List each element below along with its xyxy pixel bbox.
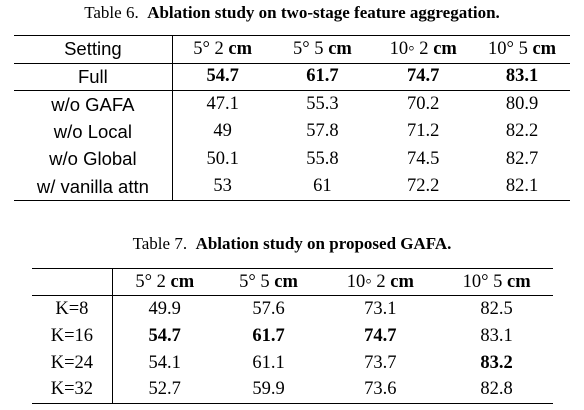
table6-cell: 57.8 <box>306 121 339 142</box>
table7-cell: 59.9 <box>252 379 285 400</box>
table7-cell: 83.1 <box>480 325 513 346</box>
table6-cell: 82.1 <box>505 176 539 196</box>
table6-row-setting: w/o Global <box>14 145 173 173</box>
table6-row-full: Full 54.7 61.7 74.7 83.1 <box>14 63 570 91</box>
table6-cell: 55.8 <box>306 148 339 169</box>
table7: 5° 2 cm 5° 5 cm 10◦ 2 cm 10° 5 cm K=8 49… <box>32 268 553 404</box>
table6-cell: 82.2 <box>505 121 539 142</box>
table6-cell: 50.1 <box>206 148 239 169</box>
table6-row-setting: w/ vanilla attn <box>14 173 173 201</box>
table6-cell: 74.7 <box>372 63 475 91</box>
table7-cell: 82.8 <box>480 379 513 400</box>
table7-cell: 73.1 <box>364 298 397 319</box>
table6-cell: 80.9 <box>505 94 539 114</box>
table6-label: Table 6. <box>84 3 139 22</box>
table7-header-row: 5° 2 cm 5° 5 cm 10◦ 2 cm 10° 5 cm <box>32 268 553 296</box>
table6-caption-text: Ablation study on two-stage feature aggr… <box>147 3 500 22</box>
table7-header-col3: 10◦ 2 cm <box>320 268 441 296</box>
table7-cell: 82.5 <box>480 298 513 319</box>
table7-row-setting: K=8 <box>32 295 113 323</box>
table7-cell: 74.7 <box>364 325 397 346</box>
table7-cell: 61.7 <box>252 325 285 346</box>
table6-cell: 83.1 <box>474 63 570 91</box>
table7-cell: 73.6 <box>364 379 397 400</box>
table7-header-col4: 10° 5 cm <box>440 268 553 296</box>
table7-row-setting: K=24 <box>32 349 113 377</box>
table6-cell: 82.7 <box>505 148 539 169</box>
table6-cell: 70.2 <box>407 94 440 114</box>
table7-row-k32: K=32 52.7 59.9 73.6 82.8 <box>32 376 553 404</box>
table7-header-setting <box>32 268 113 296</box>
table7-cell: 54.7 <box>148 325 181 346</box>
table7-cell: 83.2 <box>480 352 513 373</box>
table7-cell: 61.1 <box>252 352 285 373</box>
table6-header-setting: Setting <box>14 35 173 64</box>
table6-row-setting: Full <box>14 63 173 91</box>
table7-cell: 49.9 <box>148 298 181 319</box>
table7-header-col1: 5° 2 cm <box>112 268 217 296</box>
table6-row-wo-local: w/o Local 49 57.8 71.2 82.2 <box>14 118 570 146</box>
table7-label: Table 7. <box>132 234 188 253</box>
table7-cell: 73.7 <box>364 352 397 373</box>
table7-cell: 52.7 <box>148 379 181 400</box>
table6-cell: 74.5 <box>407 148 440 169</box>
table7-row-k24: K=24 54.1 61.1 73.7 83.2 <box>32 349 553 377</box>
table7-caption-text: Ablation study on proposed GAFA. <box>195 234 452 253</box>
table6-cell: 53 <box>213 176 232 196</box>
table6-header-col4: 10° 5 cm <box>474 35 570 64</box>
table6-cell: 49 <box>213 121 232 142</box>
table6-cell: 61 <box>313 176 332 196</box>
table6-row-wo-global: w/o Global 50.1 55.8 74.5 82.7 <box>14 145 570 173</box>
table6-row-setting: w/o GAFA <box>14 90 173 118</box>
table6-cell: 72.2 <box>407 176 440 196</box>
table7-cell: 54.1 <box>148 352 181 373</box>
table6-row-setting: w/o Local <box>14 118 173 146</box>
table6-row-wo-gafa: w/o GAFA 47.1 55.3 70.2 80.9 <box>14 90 570 118</box>
table6-cell: 61.7 <box>272 63 373 91</box>
table6-header-col2: 5° 5 cm <box>272 35 373 64</box>
table7-row-k8: K=8 49.9 57.6 73.1 82.5 <box>32 295 553 323</box>
table6-header-row: Setting 5° 2 cm 5° 5 cm 10◦ 2 cm 10° 5 c… <box>14 35 570 64</box>
table6-header-col1: 5° 2 cm <box>172 35 273 64</box>
table7-row-k16: K=16 54.7 61.7 74.7 83.1 <box>32 322 553 350</box>
table6-cell: 55.3 <box>306 94 339 114</box>
table6-row-vanilla-attn: w/ vanilla attn 53 61 72.2 82.1 <box>14 173 570 201</box>
table7-row-setting: K=32 <box>32 376 113 404</box>
table7-row-setting: K=16 <box>32 322 113 350</box>
table6-header-col3: 10◦ 2 cm <box>372 35 475 64</box>
table7-cell: 57.6 <box>252 298 285 319</box>
table6-cell: 47.1 <box>206 94 239 114</box>
table6-cell: 54.7 <box>172 63 273 91</box>
table7-header-col2: 5° 5 cm <box>216 268 321 296</box>
table6: Setting 5° 2 cm 5° 5 cm 10◦ 2 cm 10° 5 c… <box>14 35 570 201</box>
table7-caption: Table 7. Ablation study on proposed GAFA… <box>0 234 584 254</box>
table6-cell: 71.2 <box>407 121 440 142</box>
table6-caption: Table 6. Ablation study on two-stage fea… <box>0 3 584 23</box>
